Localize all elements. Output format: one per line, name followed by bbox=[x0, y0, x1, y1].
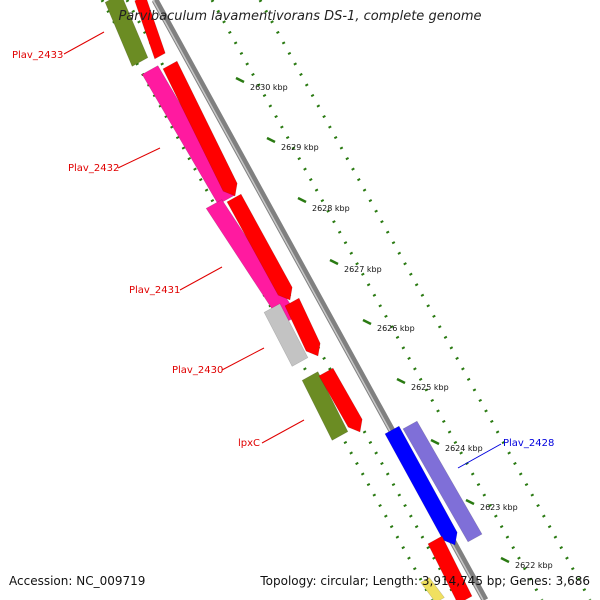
gene-plav-2428-blue bbox=[384, 425, 458, 546]
gene-plav-2430-arrow bbox=[284, 297, 321, 357]
kbp-tick-4 bbox=[329, 258, 339, 266]
leader-lpxc bbox=[261, 419, 305, 444]
accession-text: Accession: NC_009719 bbox=[9, 574, 146, 588]
kbp-tick-5 bbox=[362, 318, 372, 326]
kbp-label-2623: 2623 kbp bbox=[480, 503, 518, 512]
leader-plav-2431 bbox=[179, 266, 223, 291]
tick-rings bbox=[100, 0, 592, 600]
gene-label-plav-2428: Plav_2428 bbox=[503, 438, 554, 449]
kbp-tick-3 bbox=[297, 196, 307, 204]
leader-plav-2432 bbox=[117, 147, 161, 169]
gene-label-plav-2431: Plav_2431 bbox=[129, 285, 180, 296]
gene-label-plav-2432: Plav_2432 bbox=[68, 163, 119, 174]
gene-plav-2433-arrow bbox=[134, 0, 166, 60]
gene-label-plav-2433: Plav_2433 bbox=[12, 50, 63, 61]
kbp-label-2625: 2625 kbp bbox=[411, 383, 449, 392]
kbp-tick-8 bbox=[465, 498, 475, 506]
kbp-label-2626: 2626 kbp bbox=[377, 324, 415, 333]
topology-summary: Topology: circular; Length: 3,914,745 bp… bbox=[260, 574, 590, 588]
gene-label-lpxc: lpxC bbox=[238, 438, 260, 449]
gene-label-plav-2430: Plav_2430 bbox=[172, 365, 223, 376]
kbp-tick-9 bbox=[500, 556, 510, 564]
kbp-label-2622: 2622 kbp bbox=[515, 561, 553, 570]
gene-plav-2428-purple bbox=[402, 420, 483, 543]
leader-plav-2428 bbox=[457, 443, 502, 469]
kbp-label-2627: 2627 kbp bbox=[344, 265, 382, 274]
gene-bottom-yellow bbox=[420, 577, 445, 600]
gene-plav-2432-block bbox=[141, 65, 235, 205]
gene-plav-2433-block bbox=[104, 0, 149, 67]
gene-features bbox=[104, 0, 483, 600]
kbp-label-2628: 2628 kbp bbox=[312, 204, 350, 213]
leader-plav-2430 bbox=[221, 347, 265, 371]
kbp-label-2629: 2629 kbp bbox=[281, 143, 319, 152]
gene-lpxc-arrow bbox=[318, 367, 363, 433]
kbp-label-2624: 2624 kbp bbox=[445, 444, 483, 453]
gene-lpxc-block bbox=[301, 371, 349, 441]
gene-plav-2431-arrow bbox=[226, 193, 293, 301]
kbp-tick-1 bbox=[235, 76, 245, 84]
label-leaders bbox=[63, 31, 502, 469]
kbp-tick-6 bbox=[396, 377, 406, 385]
gene-plav-2432-arrow bbox=[162, 60, 238, 197]
tick-ring-4 bbox=[258, 0, 592, 600]
labels: 2630 kbp 2629 kbp 2628 kbp 2627 kbp 2626… bbox=[12, 50, 554, 570]
kbp-tick-2 bbox=[266, 136, 276, 144]
leader-plav-2433 bbox=[63, 31, 105, 55]
gene-bottom-red bbox=[427, 535, 473, 600]
map-title: Parvibaculum lavamentivorans DS-1, compl… bbox=[118, 9, 482, 24]
kbp-tick-7 bbox=[430, 438, 440, 446]
gene-plav-2430-block bbox=[263, 303, 309, 367]
kbp-label-2630: 2630 kbp bbox=[250, 83, 288, 92]
